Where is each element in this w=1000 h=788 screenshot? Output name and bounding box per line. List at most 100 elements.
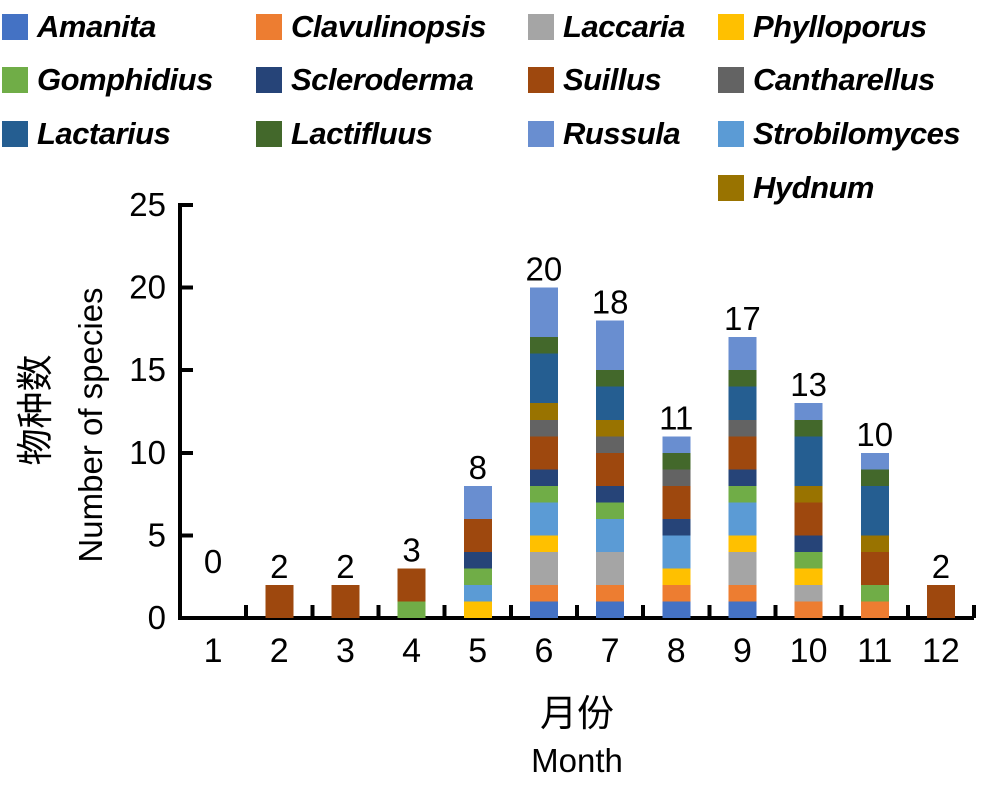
bar-segment-lactifluus-month-9 [728,370,757,387]
bar-segment-suillus-month-6 [529,436,558,470]
legend-swatch-amanita [2,14,28,40]
bar-segment-laccaria-month-7 [596,551,625,585]
y-axis-tick-label: 25 [129,186,166,223]
y-axis-title-en: Number of species [72,287,109,562]
bar-segment-lactifluus-month-6 [529,337,558,354]
x-axis-tick-label: 12 [922,632,960,670]
bar-segment-gomphidius-month-6 [529,485,558,503]
legend-swatch-strobilomyces [718,121,744,147]
legend-label: Clavulinopsis [291,9,487,44]
y-axis-tick-label: 10 [129,434,166,471]
legend-label: Amanita [37,9,156,44]
bar-segment-clavulinopsis-month-9 [728,584,757,602]
bar-segment-cantharellus-month-7 [596,436,625,453]
bar-segment-clavulinopsis-month-6 [529,584,558,602]
x-axis-tick-label: 5 [468,632,487,670]
bar-segment-hydnum-month-10 [794,485,823,503]
legend-label: Suillus [563,62,662,97]
bar-segment-clavulinopsis-month-7 [596,584,625,602]
bar-segment-cantharellus-month-8 [662,469,691,486]
y-axis-tick-label: 5 [148,516,166,553]
bar-total-label-month-8: 11 [659,399,693,436]
legend-swatch-russula [528,121,554,147]
bar-segment-lactarius-month-11 [860,485,889,536]
legend-label: Cantharellus [753,62,935,97]
legend-item-lactarius: Lactarius [2,115,171,153]
bar-segment-phylloporus-month-5 [463,601,492,618]
bar-segment-hydnum-month-7 [596,419,625,437]
x-axis-tick-label: 10 [790,632,828,670]
legend-item-cantharellus: Cantharellus [718,61,935,99]
bar-segment-phylloporus-month-9 [728,535,757,552]
bar-segment-russula-month-5 [463,485,492,519]
bar-segment-strobilomyces-month-7 [596,518,625,552]
x-axis-tick-label: 4 [402,632,421,670]
x-axis-tick-label: 7 [601,632,620,670]
bar-segment-lactifluus-month-8 [662,452,691,470]
legend-label: Hydnum [753,170,875,205]
bar-total-label-month-4: 3 [402,531,420,568]
bar-segment-hydnum-month-6 [529,403,558,420]
legend-label: Lactarius [37,116,171,151]
bar-segment-scleroderma-month-10 [794,535,823,552]
legend-label: Gomphidius [37,62,213,97]
bar-segment-lactarius-month-6 [529,353,558,404]
legend-swatch-phylloporus [718,14,744,40]
legend-label: Strobilomyces [753,116,961,151]
bar-segment-gomphidius-month-4 [397,601,426,618]
bar-segment-gomphidius-month-7 [596,502,625,519]
bar-total-labels: 0 2 2 3 8 20 18 11 17 13 10 2 [204,251,950,585]
bar-segment-amanita-month-9 [728,601,757,618]
legend-swatch-clavulinopsis [256,14,282,40]
bar-segment-suillus-month-4 [397,568,426,602]
bar-segment-laccaria-month-10 [794,584,823,602]
bar-total-label-month-12: 2 [932,548,950,585]
bar-segment-russula-month-10 [794,403,823,420]
legend-label: Scleroderma [291,62,474,97]
bar-segment-lactifluus-month-7 [596,370,625,387]
bar-segment-laccaria-month-6 [529,551,558,585]
chart-legend: Amanita Clavulinopsis Laccaria Phylloporus G… [0,0,1000,210]
bar-segment-suillus-month-5 [463,518,492,552]
bar-segment-amanita-month-6 [529,601,558,618]
legend-item-phylloporus: Phylloporus [718,8,927,46]
bar-segment-strobilomyces-month-5 [463,584,492,602]
legend-swatch-lactarius [2,121,28,147]
bar-segment-phylloporus-month-10 [794,568,823,585]
x-axis-ticks: 1 2 3 4 5 6 7 8 9 10 11 12 [178,605,976,670]
bar-segment-strobilomyces-month-8 [662,535,691,569]
x-axis-tick-label: 2 [270,632,289,670]
bar-segment-suillus-month-10 [794,502,823,536]
bar-segment-suillus-month-7 [596,452,625,486]
bar-segment-amanita-month-7 [596,601,625,618]
bar-segment-scleroderma-month-7 [596,485,625,503]
bar-segment-russula-month-9 [728,337,757,371]
bar-segment-suillus-month-2 [265,584,294,618]
legend-item-lactifluus: Lactifluus [256,115,433,153]
legend-item-hydnum: Hydnum [718,169,875,207]
bar-total-label-month-11: 10 [856,416,893,453]
bar-segment-gomphidius-month-9 [728,485,757,503]
x-axis-title-en: Month [531,742,623,779]
bar-segment-strobilomyces-month-6 [529,502,558,536]
legend-item-gomphidius: Gomphidius [2,61,213,99]
bar-segment-gomphidius-month-11 [860,584,889,602]
x-axis-tick-label: 1 [204,632,223,670]
bar-segment-cantharellus-month-6 [529,419,558,437]
axis-lines [178,203,974,620]
legend-item-scleroderma: Scleroderma [256,61,474,99]
bar-segment-lactarius-month-7 [596,386,625,420]
bar-total-label-month-2: 2 [270,548,288,585]
legend-swatch-cantharellus [718,67,744,93]
x-axis-title-zh: 月份 [540,693,614,734]
legend-item-strobilomyces: Strobilomyces [718,115,961,153]
legend-item-laccaria: Laccaria [528,8,685,46]
x-axis-tick-label: 6 [534,632,553,670]
x-axis-tick-label: 3 [336,632,355,670]
bar-segment-phylloporus-month-6 [529,535,558,552]
bar-segment-lactarius-month-10 [794,436,823,486]
bar-total-label-month-5: 8 [469,449,487,486]
legend-swatch-suillus [528,67,554,93]
